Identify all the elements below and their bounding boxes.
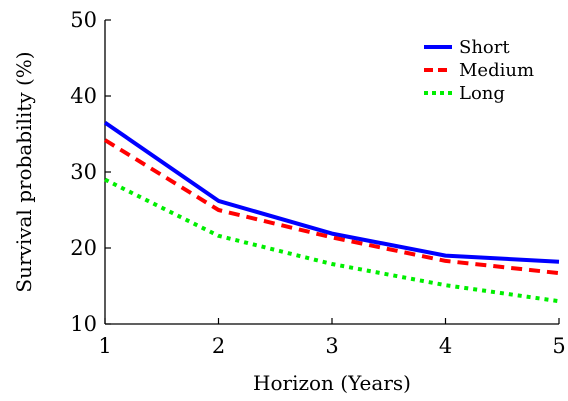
x-tick-label: 1 <box>98 334 111 358</box>
series-line-short <box>103 120 560 264</box>
legend-label-long: Long <box>459 83 505 104</box>
series-line-medium <box>103 138 560 276</box>
x-tick-label: 4 <box>439 334 452 358</box>
legend-label-short: Short <box>459 37 510 58</box>
x-axis-label: Horizon (Years) <box>253 371 411 395</box>
x-tick-label: 5 <box>552 334 565 358</box>
y-tick-label: 50 <box>70 8 97 32</box>
series-layer <box>103 120 560 304</box>
x-tick-label: 3 <box>325 334 338 358</box>
x-tick-label: 2 <box>212 334 225 358</box>
y-tick-label: 40 <box>70 84 97 108</box>
series-line-long <box>104 177 560 304</box>
y-tick-label: 30 <box>70 160 97 184</box>
legend-label-medium: Medium <box>459 60 534 81</box>
ticks: 1 2 3 4 5 10 20 30 40 50 <box>70 8 565 358</box>
y-tick-label: 10 <box>70 312 97 336</box>
y-axis-label: Survival probability (%) <box>12 51 36 292</box>
y-tick-label: 20 <box>70 236 97 260</box>
